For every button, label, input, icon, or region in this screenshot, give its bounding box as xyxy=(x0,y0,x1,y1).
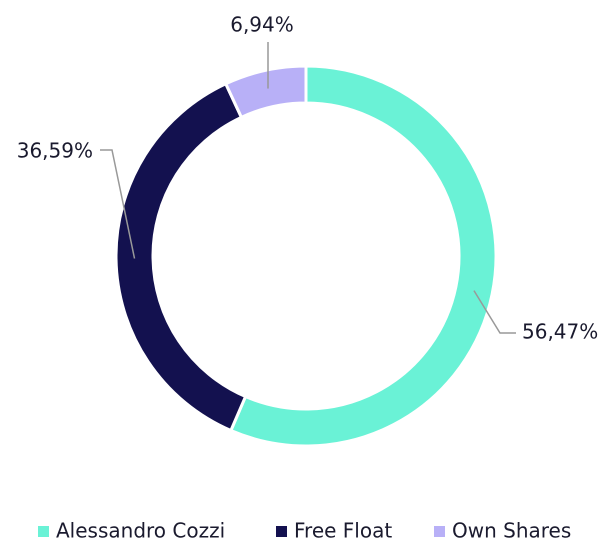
legend-swatch xyxy=(38,526,49,537)
data-label: 56,47% xyxy=(522,320,598,344)
legend-label: Free Float xyxy=(294,519,392,543)
data-label: 6,94% xyxy=(230,13,294,37)
legend-swatch xyxy=(434,526,445,537)
donut-segment xyxy=(223,64,308,120)
legend-label: Own Shares xyxy=(452,519,571,543)
legend-swatch xyxy=(276,526,287,537)
legend-label: Alessandro Cozzi xyxy=(56,519,225,543)
data-label: 36,59% xyxy=(17,139,93,163)
donut-segment xyxy=(114,81,248,433)
donut-segment xyxy=(228,64,498,448)
leader-line xyxy=(473,290,516,334)
leader-line xyxy=(100,149,136,259)
